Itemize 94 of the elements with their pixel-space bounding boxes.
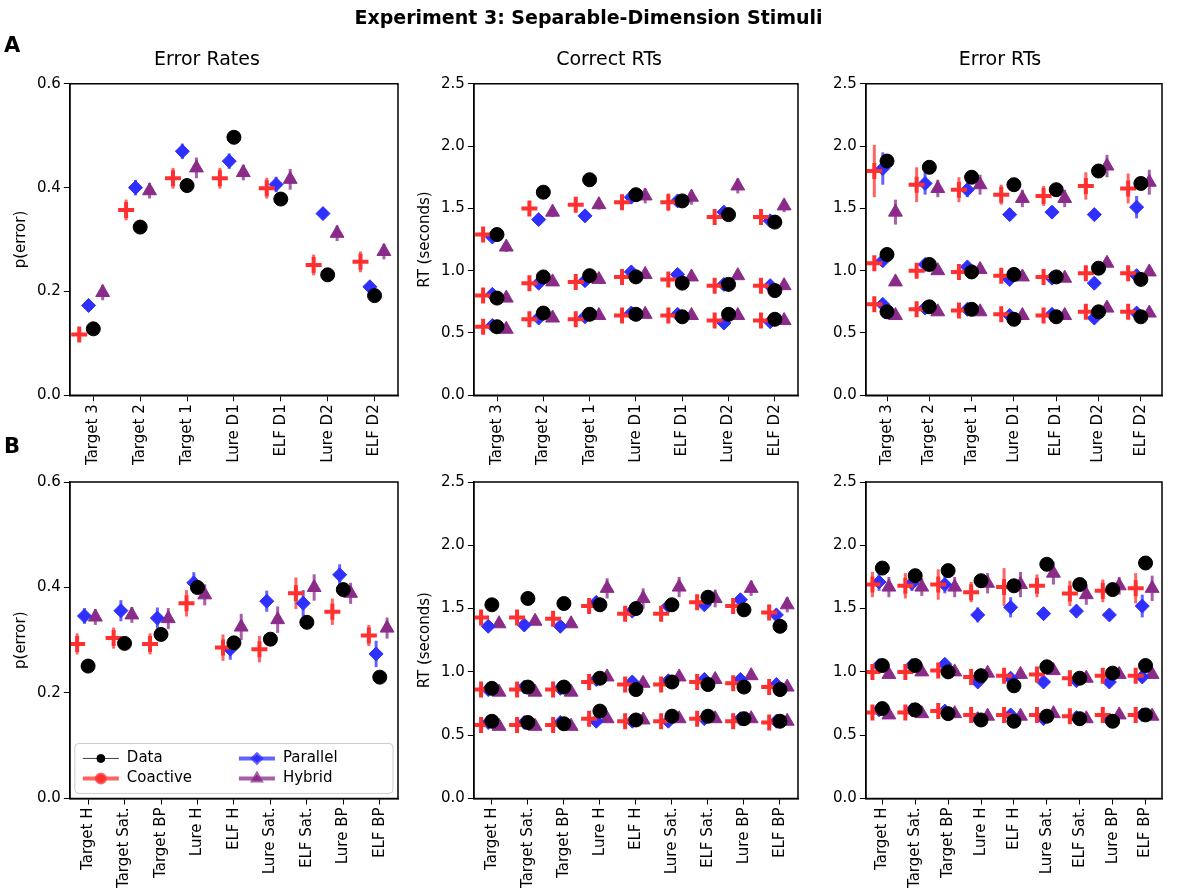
x-tick-label: Target Sat.: [905, 807, 924, 890]
y-axis-title: p(error): [10, 611, 29, 669]
y-tick-label: 1.5: [833, 598, 857, 617]
x-tick-label: Lure D1: [625, 404, 644, 463]
x-tick-label: ELF D1: [270, 404, 289, 457]
x-tick-label: Target BP: [150, 807, 169, 879]
chart-title: Correct RTs: [556, 47, 662, 70]
legend-label: Data: [126, 748, 163, 767]
x-tick-label: Target 1: [176, 404, 195, 466]
x-tick-label: Target 2: [130, 404, 149, 466]
y-tick-label: 0.0: [37, 385, 61, 404]
text: B: [4, 434, 21, 458]
x-tick-label: ELF D2: [364, 404, 383, 457]
y-tick-label: 0.2: [37, 682, 61, 701]
x-tick-label: Lure BP: [733, 807, 752, 865]
y-tick-label: 1.0: [441, 260, 465, 279]
y-tick-label: 2.5: [441, 73, 465, 92]
x-tick-label: ELF D1: [1046, 404, 1065, 457]
x-tick-label: Lure Sat.: [1036, 807, 1055, 875]
x-tick-label: Target 1: [579, 404, 598, 466]
y-tick-label: 1.5: [441, 198, 465, 217]
x-tick-label: Target Sat.: [517, 807, 536, 890]
x-tick-label: Lure D1: [223, 404, 242, 463]
y-axis-title: RT (seconds): [414, 191, 433, 288]
x-tick-label: Target 2: [919, 404, 938, 466]
x-tick-label: Lure D2: [718, 404, 737, 463]
chart-title: Error Rates: [154, 47, 260, 70]
text: Experiment 3: Separable-Dimension Stimuli: [353, 6, 824, 28]
x-tick-label: ELF Sat.: [1069, 807, 1088, 869]
x-tick-label: ELF H: [625, 807, 644, 850]
y-tick-label: 0.4: [37, 177, 61, 196]
text: A: [4, 33, 21, 57]
y-tick-label: 1.5: [833, 198, 857, 217]
y-tick-label: 0.0: [441, 385, 465, 404]
y-tick-label: 0.5: [441, 725, 465, 744]
y-tick-label: 0.0: [37, 788, 61, 807]
x-tick-label: Target H: [77, 807, 96, 871]
x-tick-label: Lure D2: [317, 404, 336, 463]
y-tick-label: 2.5: [441, 471, 465, 490]
x-tick-label: Lure D1: [1003, 404, 1022, 463]
x-tick-label: Target 3: [876, 404, 895, 466]
x-tick-label: Target Sat.: [114, 807, 133, 890]
x-tick-label: Lure BP: [333, 807, 352, 865]
x-tick-label: Lure H: [187, 807, 206, 857]
y-tick-label: 1.0: [441, 661, 465, 680]
x-tick-label: ELF BP: [369, 807, 388, 859]
y-tick-label: 1.5: [441, 598, 465, 617]
x-tick-label: Lure H: [970, 807, 989, 857]
x-tick-label: ELF H: [223, 807, 242, 850]
x-tick-label: Lure Sat.: [661, 807, 680, 875]
x-tick-label: ELF D2: [764, 404, 783, 457]
x-tick-label: Lure BP: [1102, 807, 1121, 865]
y-tick-label: 2.0: [441, 135, 465, 154]
y-tick-label: 0.6: [37, 73, 61, 92]
x-tick-label: Lure H: [589, 807, 608, 857]
x-tick-label: Target H: [481, 807, 500, 871]
legend-label: Parallel: [282, 748, 338, 767]
chart-title: Error RTs: [958, 47, 1042, 70]
x-tick-label: ELF D1: [672, 404, 691, 457]
y-tick-label: 0.0: [833, 385, 857, 404]
x-tick-label: ELF D2: [1130, 404, 1149, 457]
x-tick-label: Target H: [872, 807, 891, 871]
x-tick-label: ELF Sat.: [296, 807, 315, 869]
y-tick-label: 0.5: [833, 322, 857, 341]
y-tick-label: 1.0: [833, 661, 857, 680]
y-tick-label: 0.5: [441, 322, 465, 341]
y-axis-title: RT (seconds): [414, 592, 433, 689]
x-tick-label: ELF BP: [1135, 807, 1154, 859]
y-tick-label: 0.6: [37, 471, 61, 490]
y-tick-label: 2.0: [833, 135, 857, 154]
x-tick-label: ELF Sat.: [697, 807, 716, 869]
x-tick-label: Lure D2: [1088, 404, 1107, 463]
y-tick-label: 2.5: [833, 471, 857, 490]
legend-label: Hybrid: [282, 768, 333, 787]
x-tick-label: Target BP: [938, 807, 957, 879]
y-axis-title: p(error): [10, 210, 29, 269]
x-tick-label: Target 3: [83, 404, 102, 466]
y-tick-label: 0.0: [441, 788, 465, 807]
y-tick-label: 0.4: [37, 577, 61, 596]
x-tick-label: ELF H: [1003, 807, 1022, 850]
x-tick-label: Target BP: [553, 807, 572, 879]
x-tick-label: Lure Sat.: [260, 807, 279, 875]
y-tick-label: 2.0: [833, 535, 857, 554]
y-tick-label: 0.0: [833, 788, 857, 807]
y-tick-label: 2.5: [833, 73, 857, 92]
y-tick-label: 2.0: [441, 535, 465, 554]
x-tick-label: Target 3: [486, 404, 505, 466]
x-tick-label: ELF BP: [769, 807, 788, 859]
y-tick-label: 0.5: [833, 725, 857, 744]
legend-label: Coactive: [126, 768, 193, 787]
y-tick-label: 1.0: [833, 260, 857, 279]
x-tick-label: Target 1: [961, 404, 980, 466]
x-tick-label: Target 2: [533, 404, 552, 466]
y-tick-label: 0.2: [37, 281, 61, 300]
